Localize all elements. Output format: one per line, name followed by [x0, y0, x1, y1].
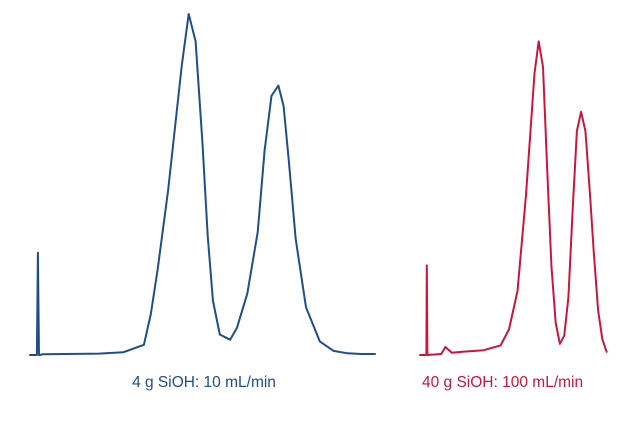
chromatogram-panel-large-column: 40 g SiOH: 100 mL/min [419, 40, 608, 391]
chromatogram-trace-large-column [419, 40, 608, 356]
chromatogram-panel-small-column: 4 g SiOH: 10 mL/min [29, 13, 376, 391]
chromatogram-trace-small-column [29, 13, 376, 356]
caption-small-column: 4 g SiOH: 10 mL/min [132, 374, 276, 391]
caption-large-column: 40 g SiOH: 100 mL/min [422, 374, 583, 391]
